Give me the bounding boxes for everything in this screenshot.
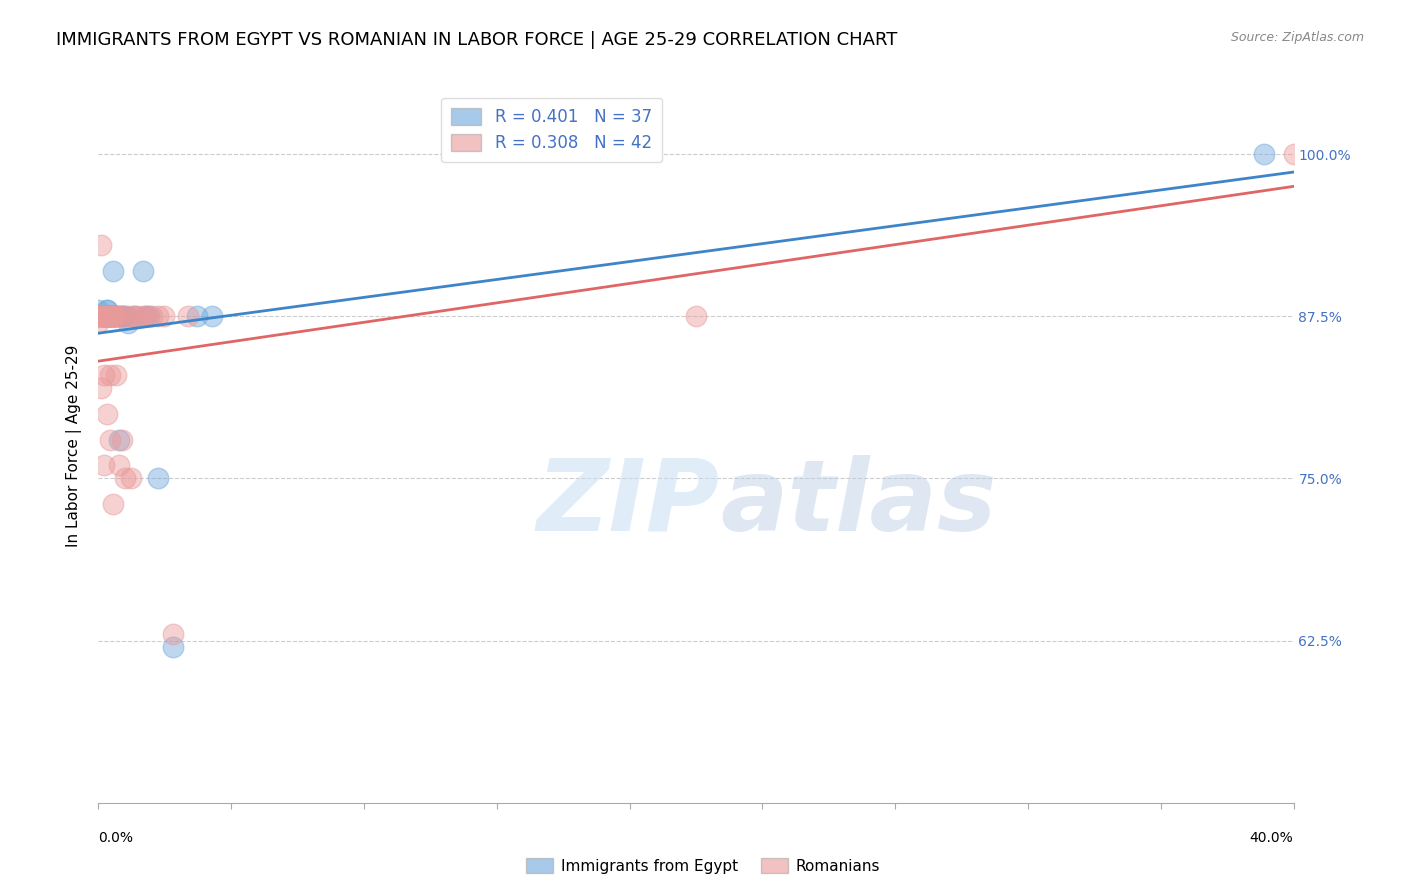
Point — [114, 471, 136, 485]
Point — [90, 310, 112, 324]
Point — [108, 433, 131, 447]
Point — [153, 310, 176, 324]
Point — [1282, 147, 1305, 161]
Point — [138, 310, 160, 324]
Point — [135, 310, 157, 324]
Y-axis label: In Labor Force | Age 25-29: In Labor Force | Age 25-29 — [66, 345, 83, 547]
Point — [148, 471, 170, 485]
Point — [96, 310, 118, 324]
Point — [100, 310, 122, 324]
Text: atlas: atlas — [720, 455, 997, 551]
Point — [100, 433, 122, 447]
Point — [103, 310, 125, 324]
Point — [96, 302, 118, 317]
Legend: R = 0.401   N = 37, R = 0.308   N = 42: R = 0.401 N = 37, R = 0.308 N = 42 — [441, 97, 662, 162]
Point — [177, 310, 200, 324]
Point — [117, 316, 139, 330]
Point — [93, 310, 115, 324]
Point — [93, 310, 115, 324]
Point — [90, 381, 112, 395]
Point — [108, 310, 131, 324]
Point — [1253, 147, 1275, 161]
Text: 0.0%: 0.0% — [98, 831, 134, 845]
Point — [111, 433, 134, 447]
Point — [103, 310, 125, 324]
Text: Source: ZipAtlas.com: Source: ZipAtlas.com — [1230, 31, 1364, 45]
Point — [87, 310, 110, 324]
Legend: Immigrants from Egypt, Romanians: Immigrants from Egypt, Romanians — [519, 852, 887, 880]
Point — [132, 310, 155, 324]
Point — [100, 368, 122, 382]
Point — [90, 310, 112, 324]
Point — [87, 310, 110, 324]
Point — [141, 310, 163, 324]
Point — [90, 238, 112, 252]
Point — [124, 310, 146, 324]
Point — [103, 310, 125, 324]
Point — [111, 310, 134, 324]
Point — [103, 310, 125, 324]
Point — [127, 310, 149, 324]
Text: ZIP: ZIP — [537, 455, 720, 551]
Point — [100, 310, 122, 324]
Point — [105, 310, 128, 324]
Point — [93, 310, 115, 324]
Point — [124, 310, 146, 324]
Point — [93, 310, 115, 324]
Point — [90, 310, 112, 324]
Point — [135, 310, 157, 324]
Point — [93, 368, 115, 382]
Point — [162, 627, 184, 641]
Point — [148, 310, 170, 324]
Text: 40.0%: 40.0% — [1250, 831, 1294, 845]
Point — [96, 407, 118, 421]
Point — [108, 458, 131, 473]
Point — [96, 310, 118, 324]
Point — [100, 310, 122, 324]
Point — [103, 497, 125, 511]
Point — [103, 310, 125, 324]
Point — [103, 310, 125, 324]
Point — [87, 310, 110, 324]
Point — [117, 310, 139, 324]
Text: IMMIGRANTS FROM EGYPT VS ROMANIAN IN LABOR FORCE | AGE 25-29 CORRELATION CHART: IMMIGRANTS FROM EGYPT VS ROMANIAN IN LAB… — [56, 31, 897, 49]
Point — [96, 310, 118, 324]
Point — [87, 316, 110, 330]
Point — [90, 310, 112, 324]
Point — [105, 310, 128, 324]
Point — [120, 471, 142, 485]
Point — [162, 640, 184, 654]
Point — [96, 310, 118, 324]
Point — [96, 310, 118, 324]
Point — [96, 310, 118, 324]
Point — [93, 310, 115, 324]
Point — [100, 310, 122, 324]
Point — [105, 310, 128, 324]
Point — [186, 310, 208, 324]
Point — [87, 302, 110, 317]
Point — [114, 310, 136, 324]
Point — [685, 310, 707, 324]
Point — [100, 310, 122, 324]
Point — [103, 264, 125, 278]
Point — [132, 264, 155, 278]
Point — [105, 368, 128, 382]
Point — [111, 310, 134, 324]
Point — [105, 310, 128, 324]
Point — [96, 302, 118, 317]
Point — [111, 310, 134, 324]
Point — [93, 458, 115, 473]
Point — [201, 310, 224, 324]
